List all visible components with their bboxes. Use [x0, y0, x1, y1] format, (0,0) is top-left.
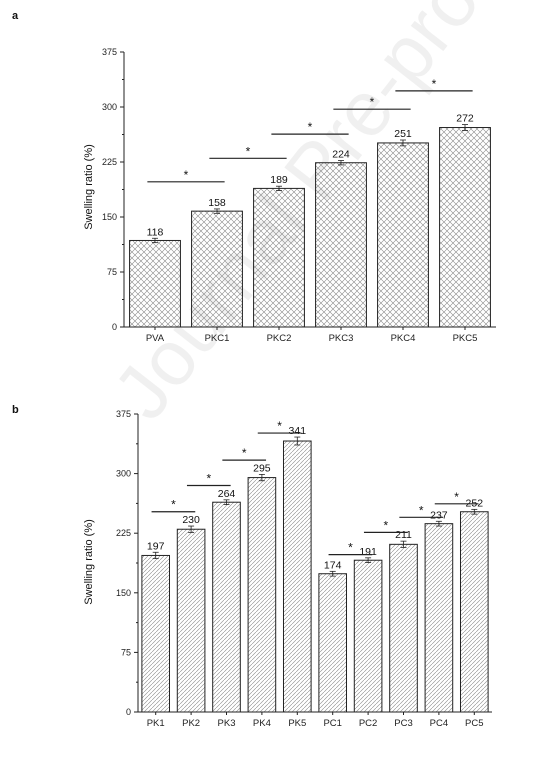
- b-ytick-label: 150: [116, 588, 131, 598]
- a-data-label: 251: [394, 128, 412, 140]
- b-bar: [141, 554, 171, 713]
- b-xtick-label: PC1: [323, 718, 341, 729]
- b-ytick-label: 0: [126, 707, 131, 717]
- b-xtick-label: PC5: [465, 718, 483, 729]
- b-bar: [424, 523, 454, 713]
- b-ytick-label: 75: [121, 647, 131, 657]
- b-data-label: 237: [430, 509, 448, 521]
- a-bar: [253, 187, 305, 328]
- b-xtick-label: PC2: [359, 718, 377, 729]
- b-xtick-label: PK1: [147, 718, 165, 729]
- a-bar: [129, 239, 181, 328]
- b-data-label: 211: [395, 529, 412, 541]
- b-xtick-label: PK4: [253, 718, 271, 729]
- a-data-label: 272: [456, 113, 474, 125]
- panel-a-letter: a: [12, 10, 19, 22]
- a-xtick-label: PKC2: [267, 333, 292, 344]
- a-significance-star: *: [370, 95, 375, 109]
- b-bar: [176, 528, 206, 713]
- b-xtick-label: PK3: [218, 718, 236, 729]
- b-data-label: 264: [218, 488, 236, 500]
- b-bar: [389, 543, 418, 713]
- a-significance-star: *: [308, 120, 313, 134]
- b-significance-star: *: [348, 541, 353, 555]
- a-ytick-label: 150: [102, 212, 117, 222]
- b-ytick-label: 225: [116, 528, 131, 538]
- a-xtick-label: PKC4: [391, 333, 416, 344]
- b-significance-star: *: [419, 503, 424, 517]
- a-xtick-label: PKC1: [205, 333, 230, 344]
- a-data-label: 189: [270, 174, 288, 186]
- b-significance-star: *: [206, 472, 211, 486]
- a-bar: [191, 210, 243, 328]
- b-xtick-label: PC3: [394, 718, 412, 729]
- b-data-label: 230: [182, 514, 200, 526]
- a-ytick-label: 375: [102, 47, 117, 57]
- b-significance-star: *: [454, 490, 459, 504]
- a-ytick-label: 300: [102, 102, 117, 112]
- b-bar: [459, 511, 489, 713]
- panel-b-letter: b: [12, 404, 19, 416]
- b-data-label: 191: [359, 546, 377, 558]
- chart-b-ylabel: Swelling ratio (%): [83, 519, 95, 605]
- a-data-label: 158: [208, 197, 226, 209]
- b-data-label: 295: [253, 462, 271, 474]
- a-bar: [315, 162, 367, 328]
- b-significance-star: *: [277, 419, 282, 433]
- chart-b: Swelling ratio (%) 0 75 150 225 300 375 197 PK…: [83, 409, 492, 729]
- a-bar: [439, 127, 491, 328]
- a-xtick-label: PKC5: [453, 333, 478, 344]
- b-ytick-label: 300: [116, 469, 131, 479]
- chart-a: Swelling ratio (%) 0 75 150 225 300 375 118 PV…: [83, 47, 496, 344]
- b-bar: [318, 573, 348, 713]
- b-ytick-label: 375: [116, 409, 131, 419]
- a-significance-star: *: [184, 168, 189, 182]
- b-xtick-label: PK5: [288, 718, 306, 729]
- a-data-label: 224: [332, 149, 350, 161]
- a-ytick-label: 75: [107, 267, 117, 277]
- b-bar: [212, 501, 241, 713]
- a-ytick-label: 0: [112, 322, 117, 332]
- b-bar: [353, 559, 383, 713]
- chart-a-ylabel: Swelling ratio (%): [83, 144, 95, 230]
- a-bar: [377, 142, 429, 328]
- b-significance-star: *: [171, 498, 176, 512]
- b-bar: [282, 440, 312, 713]
- b-significance-star: *: [242, 446, 247, 460]
- a-ytick-label: 225: [102, 157, 117, 167]
- a-significance-star: *: [246, 144, 251, 158]
- b-data-label: 341: [289, 425, 307, 437]
- a-xtick-label: PKC3: [329, 333, 354, 344]
- a-significance-star: *: [432, 77, 437, 91]
- b-significance-star: *: [383, 518, 388, 532]
- a-data-label: 118: [147, 226, 164, 238]
- b-xtick-label: PK2: [182, 718, 200, 729]
- b-xtick-label: PC4: [430, 718, 448, 729]
- b-data-label: 174: [324, 559, 342, 571]
- b-bar: [247, 477, 277, 713]
- b-data-label: 197: [147, 540, 165, 552]
- a-xtick-label: PVA: [146, 333, 165, 344]
